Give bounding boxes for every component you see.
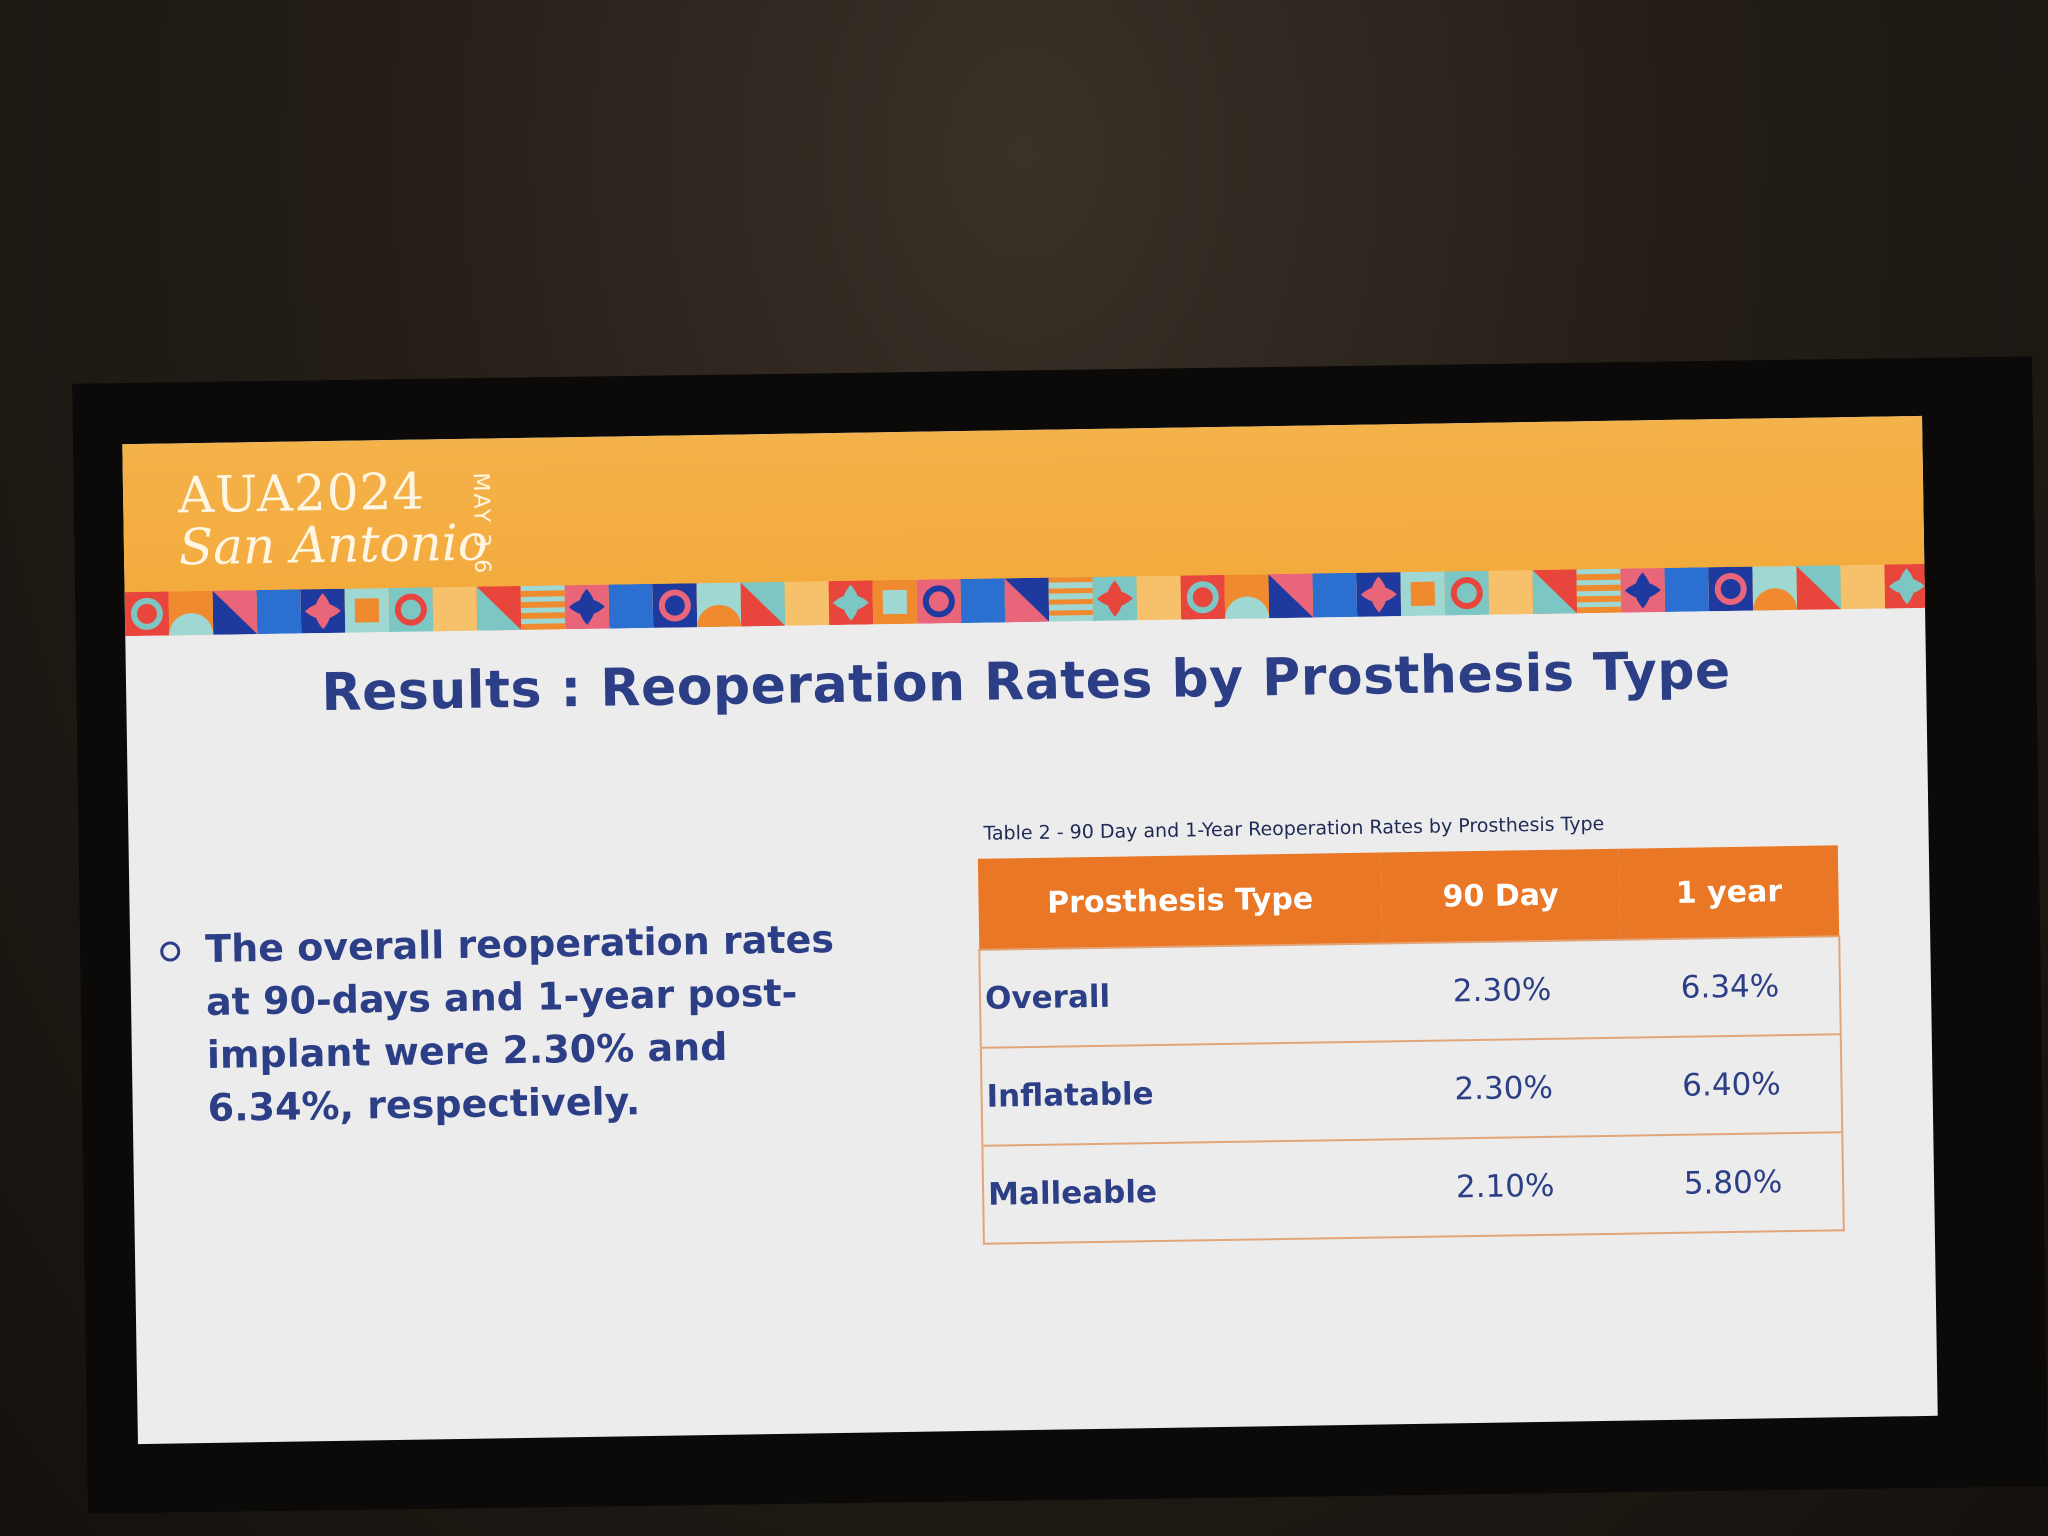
pattern-tile bbox=[168, 590, 214, 636]
pattern-tile bbox=[1136, 575, 1182, 621]
pattern-tile bbox=[520, 585, 566, 630]
pattern-tile bbox=[344, 588, 390, 633]
pattern-tile bbox=[828, 580, 874, 626]
pattern-tile bbox=[1400, 571, 1446, 617]
pattern-tile bbox=[1664, 567, 1710, 612]
pattern-tile bbox=[1180, 574, 1226, 620]
aua-2024-logo: AUA2024 San Antonio MAY 3-6 bbox=[177, 462, 495, 577]
logo-aua-2024: AUA2024 bbox=[177, 462, 426, 525]
pattern-tile bbox=[432, 586, 478, 632]
bullet-circle-icon bbox=[160, 941, 181, 962]
bullet-point: The overall reoperation rates at 90-days… bbox=[160, 912, 883, 1135]
pattern-tile bbox=[1532, 569, 1578, 615]
presentation-slide: AUA2024 San Antonio MAY 3-6 Results : Re… bbox=[122, 415, 1938, 1445]
pattern-tile bbox=[1092, 576, 1138, 621]
pattern-tile bbox=[1488, 570, 1534, 615]
pattern-tile bbox=[1268, 573, 1314, 619]
pattern-tile bbox=[256, 589, 302, 635]
cell-90-day: 2.30% bbox=[1384, 1037, 1624, 1140]
table-caption: Table 2 - 90 Day and 1-Year Reoperation … bbox=[983, 812, 1605, 845]
pattern-tile bbox=[1048, 576, 1094, 622]
pattern-tile bbox=[784, 581, 830, 626]
pattern-tile bbox=[872, 579, 918, 625]
pattern-tile bbox=[212, 590, 258, 635]
pattern-tile bbox=[476, 585, 522, 631]
pattern-tile bbox=[916, 579, 962, 624]
pattern-tile bbox=[652, 583, 698, 628]
pattern-tile bbox=[1796, 565, 1842, 610]
cell-90-day: 2.10% bbox=[1385, 1135, 1625, 1238]
pattern-tile bbox=[1576, 568, 1622, 614]
table-row: Inflatable 2.30% 6.40% bbox=[980, 1034, 1843, 1146]
header-1-year: 1 year bbox=[1618, 845, 1840, 940]
pattern-tile bbox=[1444, 570, 1490, 616]
pattern-tile bbox=[1708, 566, 1754, 612]
conference-banner: AUA2024 San Antonio MAY 3-6 bbox=[122, 415, 1930, 637]
reoperation-rates-table: Prosthesis Type 90 Day 1 year Overall 2.… bbox=[977, 845, 1845, 1244]
pattern-tile bbox=[608, 583, 654, 629]
pattern-tile bbox=[1840, 564, 1886, 610]
pattern-tile bbox=[1356, 572, 1402, 617]
bullet-text: The overall reoperation rates at 90-days… bbox=[204, 917, 835, 1130]
decorative-tile-pattern bbox=[124, 563, 1930, 637]
logo-san-antonio: San Antonio bbox=[178, 513, 489, 577]
pattern-tile bbox=[740, 581, 786, 627]
pattern-tile bbox=[388, 587, 434, 633]
pattern-tile bbox=[564, 584, 610, 630]
cell-90-day: 2.30% bbox=[1382, 939, 1622, 1042]
slide-title: Results : Reoperation Rates by Prosthesi… bbox=[321, 640, 1732, 724]
logo-dates: MAY 3-6 bbox=[467, 472, 495, 576]
pattern-tile bbox=[1224, 574, 1270, 619]
pattern-tile bbox=[1004, 577, 1050, 623]
header-90-day: 90 Day bbox=[1381, 848, 1621, 944]
pattern-tile bbox=[1312, 572, 1358, 618]
pattern-tile bbox=[300, 588, 346, 634]
row-label: Malleable bbox=[982, 1139, 1388, 1244]
cell-1-year: 6.34% bbox=[1620, 936, 1841, 1038]
pattern-tile bbox=[1620, 567, 1666, 613]
pattern-tile bbox=[1884, 563, 1930, 609]
pattern-tile bbox=[960, 578, 1006, 624]
pattern-tile bbox=[1752, 565, 1798, 611]
row-label: Overall bbox=[979, 943, 1385, 1048]
pattern-tile bbox=[696, 582, 742, 628]
table-header-row: Prosthesis Type 90 Day 1 year bbox=[977, 845, 1840, 950]
table-row: Malleable 2.10% 5.80% bbox=[982, 1132, 1844, 1244]
header-prosthesis-type: Prosthesis Type bbox=[977, 852, 1383, 950]
cell-1-year: 6.40% bbox=[1621, 1034, 1843, 1136]
row-label: Inflatable bbox=[980, 1041, 1386, 1146]
cell-1-year: 5.80% bbox=[1623, 1132, 1844, 1234]
table-row: Overall 2.30% 6.34% bbox=[979, 936, 1841, 1048]
pattern-tile bbox=[124, 591, 170, 637]
